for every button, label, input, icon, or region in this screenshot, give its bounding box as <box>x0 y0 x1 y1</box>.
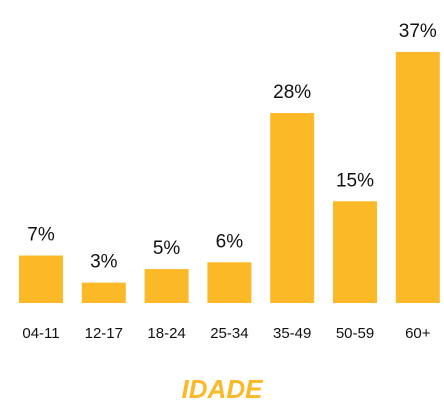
bar <box>81 282 126 303</box>
value-label: 7% <box>27 225 55 246</box>
value-label: 15% <box>336 170 374 191</box>
value-label: 28% <box>273 82 311 103</box>
x-tick-label: 25-34 <box>210 325 248 342</box>
bar <box>395 52 440 303</box>
chart-title: IDADE <box>182 374 264 404</box>
x-tick-label: 35-49 <box>273 325 311 342</box>
bar <box>270 113 315 304</box>
x-tick-label: 12-17 <box>85 325 123 342</box>
value-label: 3% <box>90 252 118 273</box>
bar <box>144 269 189 303</box>
bar <box>207 262 252 303</box>
value-label: 37% <box>399 21 437 42</box>
x-tick-label: 50-59 <box>336 325 374 342</box>
value-label: 5% <box>153 238 181 259</box>
x-tick-label: 60+ <box>405 325 431 342</box>
bar <box>333 201 377 303</box>
value-label: 6% <box>216 231 244 252</box>
x-tick-label: 18-24 <box>147 325 185 342</box>
x-tick-label: 04-11 <box>22 325 59 342</box>
bar <box>19 255 63 303</box>
